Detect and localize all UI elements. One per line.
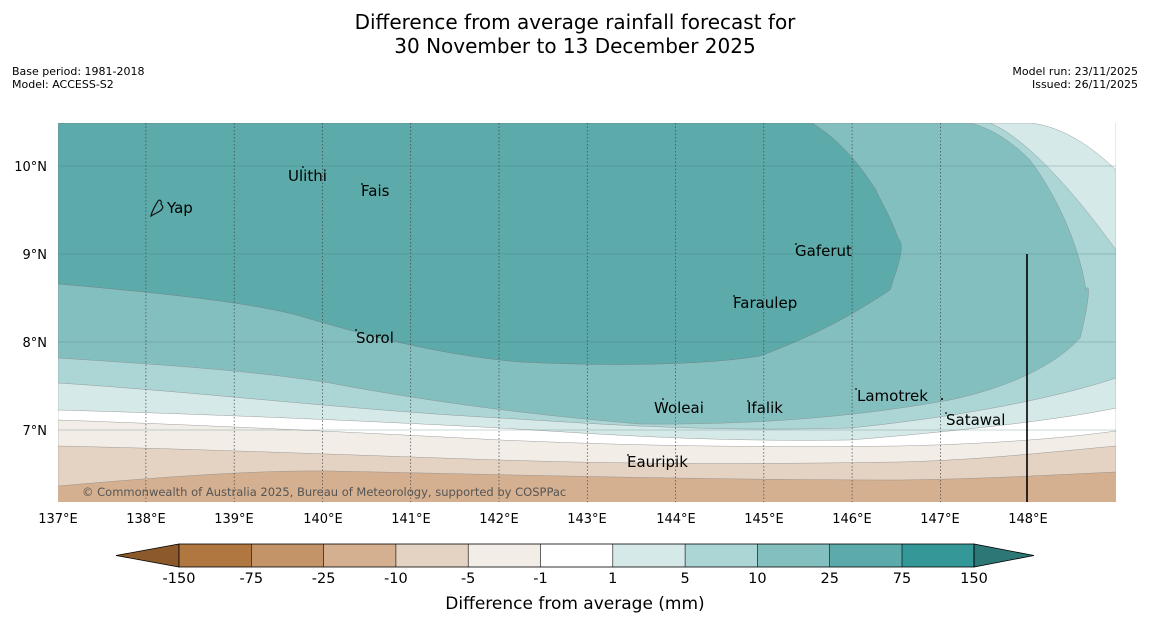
issued-date: Issued: 26/11/2025 xyxy=(1031,78,1138,91)
place-label-sorol: Sorol xyxy=(356,329,394,347)
colorbar-tick-label: 10 xyxy=(748,571,766,587)
place-label-eauripik: Eauripik xyxy=(627,453,688,471)
island-dot-woleai xyxy=(662,398,664,400)
place-labels: Ulithi Fais Yap Gaferut Faraulep Sorol L… xyxy=(166,167,1005,471)
chart-title-line1: Difference from average rainfall forecas… xyxy=(354,10,796,34)
colorbar-tick-label: -10 xyxy=(384,571,408,587)
place-label-lamotrek: Lamotrek xyxy=(857,387,928,405)
colorbar-bin-6 xyxy=(540,544,613,567)
colorbar-tick-label: -5 xyxy=(461,571,475,587)
colorbar-bin-5 xyxy=(468,544,541,567)
latitude-labels: 10°N 9°N 8°N 7°N xyxy=(14,160,47,439)
colorbar-tick-label: -25 xyxy=(312,571,336,587)
colorbar-tick-label: -150 xyxy=(163,571,196,587)
lat-label-7n: 7°N xyxy=(23,424,48,439)
colorbar-bin-11 xyxy=(902,544,974,567)
lat-label-8n: 8°N xyxy=(23,336,48,351)
colorbar-tick-label: -75 xyxy=(239,571,263,587)
colorbar-tick-label: 1 xyxy=(608,571,617,587)
island-dot-eauripik xyxy=(627,454,629,456)
colorbar-bin-3 xyxy=(323,544,396,567)
colorbar-bin-2 xyxy=(251,544,324,567)
yap-island-outline xyxy=(150,199,164,218)
copyright-notice: © Commonwealth of Australia 2025, Bureau… xyxy=(82,485,566,499)
colorbar-tick-label: -1 xyxy=(533,571,547,587)
island-dot-lamotrek-east xyxy=(941,398,943,400)
lon-label-145: 145°E xyxy=(744,512,784,527)
place-label-woleai: Woleai xyxy=(654,399,704,417)
lon-label-144: 144°E xyxy=(656,512,696,527)
meta-left: Base period: 1981-2018 Model: ACCESS-S2 xyxy=(12,65,144,91)
model-run: Model run: 23/11/2025 xyxy=(1012,65,1138,78)
colorbar-label: Difference from average (mm) xyxy=(445,594,705,614)
lon-label-143: 143°E xyxy=(567,512,607,527)
island-dot-lamotrek xyxy=(855,388,857,390)
lon-label-137: 137°E xyxy=(38,512,78,527)
colorbar-bin-1 xyxy=(179,544,252,567)
colorbar-tick-label: 25 xyxy=(820,571,838,587)
island-dot-ifalik xyxy=(747,400,749,402)
island-dots xyxy=(302,166,947,456)
colorbar-outline xyxy=(178,543,975,568)
colorbar-tick-label: 75 xyxy=(893,571,911,587)
longitude-labels: 137°E 138°E 139°E 140°E 141°E 142°E 143°… xyxy=(38,512,1048,527)
colorbar-tick-labels: -150 -75 -25 -10 -5 -1 1 5 10 25 75 150 xyxy=(163,571,988,587)
base-period: Base period: 1981-2018 xyxy=(12,65,145,78)
parallel-lines xyxy=(58,165,1116,431)
meta-right: Model run: 23/11/2025 Issued: 26/11/2025 xyxy=(1012,65,1138,91)
colorbar-bin-8 xyxy=(685,544,758,567)
colorbar-bin-9 xyxy=(757,544,830,567)
colorbar-tick-label: 150 xyxy=(960,571,988,587)
contour-band-teal-dark xyxy=(58,123,902,365)
colorbar-extend-low xyxy=(115,543,180,568)
place-label-yap: Yap xyxy=(166,199,193,217)
place-label-faraulep: Faraulep xyxy=(733,294,797,312)
island-dot-faraulep xyxy=(733,295,735,297)
lon-label-142: 142°E xyxy=(479,512,519,527)
island-dot-sorol xyxy=(355,329,357,331)
colorbar-dividers xyxy=(251,544,903,567)
place-label-fais: Fais xyxy=(361,182,390,200)
lon-label-148: 148°E xyxy=(1008,512,1048,527)
lon-label-146: 146°E xyxy=(832,512,872,527)
lon-label-138: 138°E xyxy=(126,512,166,527)
island-dot-gaferut xyxy=(795,243,797,245)
lon-label-141: 141°E xyxy=(391,512,431,527)
colorbar: -150 -75 -25 -10 -5 -1 1 5 10 25 75 150 xyxy=(115,543,1035,587)
colorbar-tick-label: 5 xyxy=(680,571,689,587)
lat-label-9n: 9°N xyxy=(23,248,48,263)
map-grid xyxy=(145,123,941,502)
island-dot-satawal xyxy=(945,412,947,414)
lon-label-147: 147°E xyxy=(920,512,960,527)
colorbar-bin-4 xyxy=(395,544,469,567)
colorbar-extend-high xyxy=(973,543,1035,568)
lon-label-140: 140°E xyxy=(303,512,343,527)
place-label-satawal: Satawal xyxy=(946,411,1005,429)
island-dot-fais xyxy=(361,183,363,185)
colorbar-bin-7 xyxy=(612,544,686,567)
place-label-gaferut: Gaferut xyxy=(795,242,852,260)
colorbar-bin-10 xyxy=(829,544,902,567)
lon-label-139: 139°E xyxy=(214,512,254,527)
lat-label-10n: 10°N xyxy=(14,160,47,175)
place-label-ifalik: Ifalik xyxy=(747,399,783,417)
place-label-ulithi: Ulithi xyxy=(288,167,327,185)
chart-title-line2: 30 November to 13 December 2025 xyxy=(394,34,756,58)
island-dot-ulithi xyxy=(302,166,304,168)
model-name: Model: ACCESS-S2 xyxy=(12,78,114,91)
